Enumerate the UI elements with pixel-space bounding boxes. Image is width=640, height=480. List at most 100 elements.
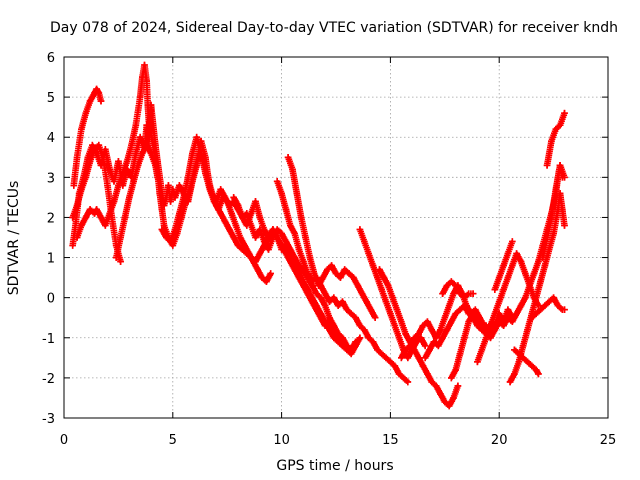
data-point [260,242,268,249]
data-point [78,125,85,133]
data-point [469,290,477,297]
data-point [500,286,507,293]
series-pass-17 [491,238,516,293]
data-point [308,278,316,285]
data-point [278,246,285,253]
data-point [328,262,335,269]
data-point [426,346,433,354]
data-point [304,270,311,277]
data-point [445,302,453,309]
data-point [293,190,301,197]
data-point [524,358,531,366]
data-point [265,234,272,241]
data-point [411,334,418,342]
data-point [243,222,251,229]
data-point [300,278,307,285]
data-point [352,342,359,350]
data-point [70,182,78,189]
series-pass-10 [356,226,429,362]
data-point [504,274,512,281]
data-point [356,334,364,342]
data-point [228,210,235,217]
data-point [478,326,486,334]
data-point [369,262,377,269]
data-point [117,258,124,265]
data-point [300,258,307,265]
y-tick-label: -3 [42,412,55,427]
data-point [509,318,516,325]
data-point [371,314,379,321]
data-point [221,218,229,225]
data-point [450,394,457,402]
data-point [343,306,351,313]
data-point [504,306,512,313]
data-point [439,290,446,297]
data-point [169,186,177,193]
data-point [454,382,462,390]
data-point [197,150,205,157]
data-point [267,270,274,277]
series-pass-18 [506,190,568,386]
data-point [132,150,140,157]
data-point [110,198,118,205]
data-point [269,226,277,233]
data-point [256,214,264,221]
data-point [358,290,366,297]
data-point [389,294,396,301]
data-point [260,226,268,233]
data-point [378,350,385,358]
data-point [532,366,540,374]
data-point [356,226,364,233]
data-point [282,242,290,249]
data-point [93,206,100,213]
data-point [461,294,468,301]
data-point [287,222,294,229]
data-point [509,262,516,269]
data-point [430,338,438,346]
data-point [72,218,80,225]
data-point [474,358,481,366]
data-point [532,294,540,301]
data-point [89,141,96,149]
data-point [284,154,292,161]
data-point [535,258,542,265]
data-point [517,302,525,309]
data-point [237,234,244,241]
data-point [247,210,255,217]
data-point [456,350,464,358]
data-point [443,282,451,289]
data-point [82,214,90,221]
data-point [167,238,174,245]
data-point [102,222,109,229]
data-point [330,294,338,301]
data-point [561,222,568,229]
data-point [176,182,183,189]
x-tick-label: 0 [60,433,68,448]
data-point [402,330,409,338]
data-point [541,302,549,309]
data-point [139,73,146,81]
data-point [365,250,372,257]
data-point [143,77,150,85]
data-point [448,278,455,285]
data-point [519,342,527,350]
x-axis-label: GPS time / hours [276,458,393,474]
data-point [495,318,503,325]
data-point [428,378,435,386]
data-point [171,194,179,201]
data-point [376,266,383,273]
data-point [152,162,159,169]
x-tick-label: 5 [169,433,177,448]
data-point [456,306,464,313]
data-point [352,314,359,321]
plus-markers [506,190,568,386]
data-point [319,274,327,281]
y-tick-label: 5 [47,91,55,106]
data-point [469,314,477,321]
data-point [478,346,486,354]
data-point [321,318,329,325]
data-point [513,250,520,257]
series-pass-19 [511,346,542,378]
data-point [160,222,168,229]
data-point [337,274,344,281]
